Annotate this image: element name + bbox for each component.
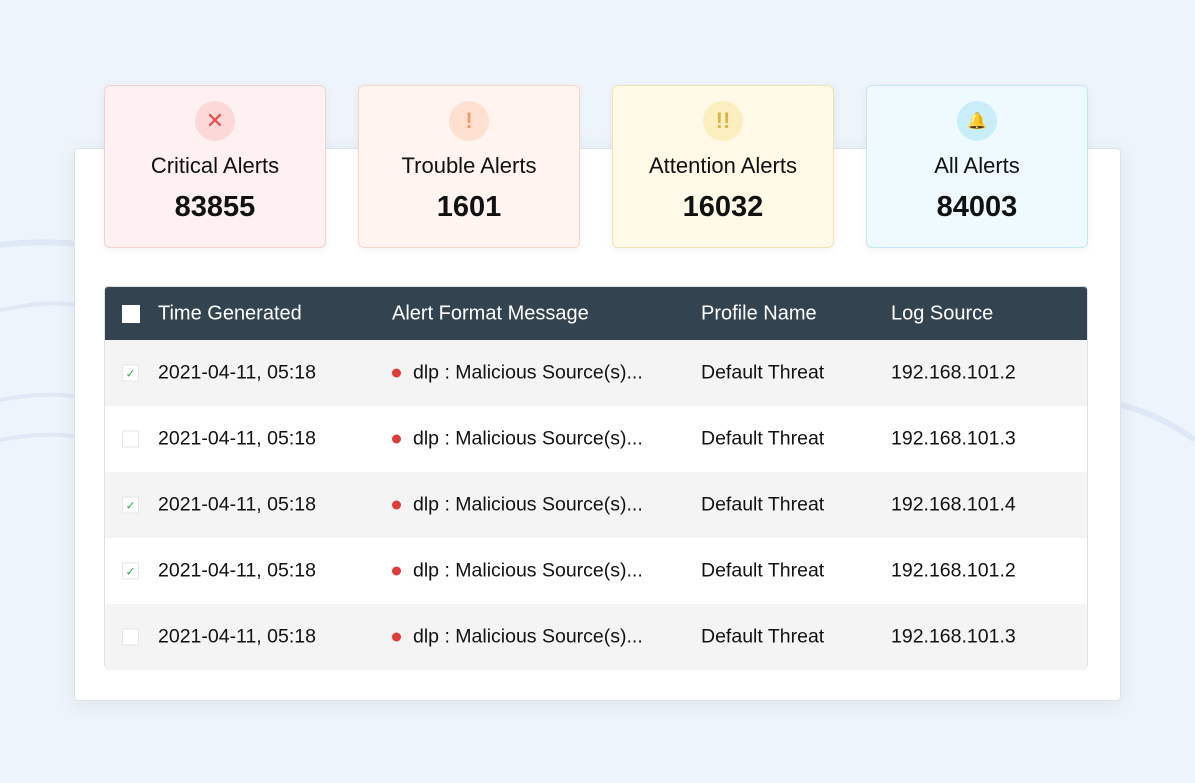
table-row[interactable]: ✓ 2021-04-11, 05:18 dlp : Malicious Sour… [105, 538, 1087, 604]
row-checkbox[interactable]: ✓ [122, 496, 139, 514]
status-dot-icon [392, 500, 401, 510]
time-cell: 2021-04-11, 05:18 [158, 427, 316, 450]
alerts-table: Time Generated Alert Format Message Prof… [104, 286, 1088, 670]
message-cell[interactable]: dlp : Malicious Source(s)... [413, 625, 643, 648]
table-row[interactable]: ✓ 2021-04-11, 05:18 dlp : Malicious Sour… [105, 340, 1087, 406]
status-dot-icon [392, 566, 401, 576]
row-checkbox[interactable] [122, 628, 139, 646]
message-cell[interactable]: dlp : Malicious Source(s)... [413, 427, 643, 450]
row-checkbox[interactable]: ✓ [122, 562, 139, 580]
column-header-profile[interactable]: Profile Name [701, 302, 817, 324]
message-cell[interactable]: dlp : Malicious Source(s)... [413, 493, 643, 516]
column-header-source[interactable]: Log Source [891, 302, 994, 324]
x-icon: ✕ [195, 101, 235, 141]
status-dot-icon [392, 368, 401, 378]
card-count: 84003 [936, 191, 1018, 223]
time-cell: 2021-04-11, 05:18 [158, 559, 316, 582]
check-icon: ✓ [125, 498, 136, 512]
table-row[interactable]: ✓ 2021-04-11, 05:18 dlp : Malicious Sour… [105, 472, 1087, 538]
alert-card[interactable]: ! Trouble Alerts 1601 [358, 85, 580, 248]
background-wave [1120, 402, 1195, 443]
check-icon: ✓ [125, 366, 136, 380]
alert-card[interactable]: ✕ Critical Alerts 83855 [104, 85, 326, 248]
status-dot-icon [392, 434, 401, 444]
source-cell: 192.168.101.2 [891, 361, 1016, 384]
profile-cell: Default Threat [701, 559, 825, 582]
card-label: Critical Alerts [150, 153, 280, 178]
check-icon: ✓ [125, 564, 136, 578]
status-dot-icon [392, 632, 401, 642]
card-label: Attention Alerts [649, 153, 797, 178]
time-cell: 2021-04-11, 05:18 [158, 361, 316, 384]
alert-card[interactable]: !! Attention Alerts 16032 [612, 85, 834, 248]
message-cell[interactable]: dlp : Malicious Source(s)... [413, 559, 643, 582]
alert-card[interactable]: 🔔 All Alerts 84003 [866, 85, 1088, 248]
column-header-time[interactable]: Time Generated [158, 302, 302, 324]
profile-cell: Default Threat [701, 625, 825, 648]
background-wave [0, 432, 75, 442]
time-cell: 2021-04-11, 05:18 [158, 625, 316, 648]
background-wave [0, 392, 75, 402]
source-cell: 192.168.101.3 [891, 625, 1016, 648]
card-label: Trouble Alerts [401, 153, 537, 178]
source-cell: 192.168.101.3 [891, 427, 1016, 450]
profile-cell: Default Threat [701, 361, 825, 384]
card-count: 1601 [436, 191, 502, 223]
message-cell[interactable]: dlp : Malicious Source(s)... [413, 361, 643, 384]
source-cell: 192.168.101.4 [891, 493, 1016, 516]
profile-cell: Default Threat [701, 493, 825, 516]
time-cell: 2021-04-11, 05:18 [158, 493, 316, 516]
card-count: 83855 [174, 191, 256, 223]
table-row[interactable]: 2021-04-11, 05:18 dlp : Malicious Source… [105, 406, 1087, 472]
row-checkbox[interactable] [122, 430, 139, 448]
select-all-checkbox[interactable] [122, 304, 140, 323]
background-wave [0, 301, 75, 312]
exclamation-icon: ! [449, 101, 489, 141]
double-exclamation-icon: !! [703, 101, 743, 141]
card-count: 16032 [682, 191, 764, 223]
bell-icon: 🔔 [957, 101, 997, 141]
card-label: All Alerts [934, 153, 1020, 178]
table-row[interactable]: 2021-04-11, 05:18 dlp : Malicious Source… [105, 604, 1087, 670]
column-header-message[interactable]: Alert Format Message [392, 302, 589, 324]
profile-cell: Default Threat [701, 427, 825, 450]
table-header: Time Generated Alert Format Message Prof… [105, 287, 1087, 340]
row-checkbox[interactable]: ✓ [122, 364, 139, 382]
source-cell: 192.168.101.2 [891, 559, 1016, 582]
